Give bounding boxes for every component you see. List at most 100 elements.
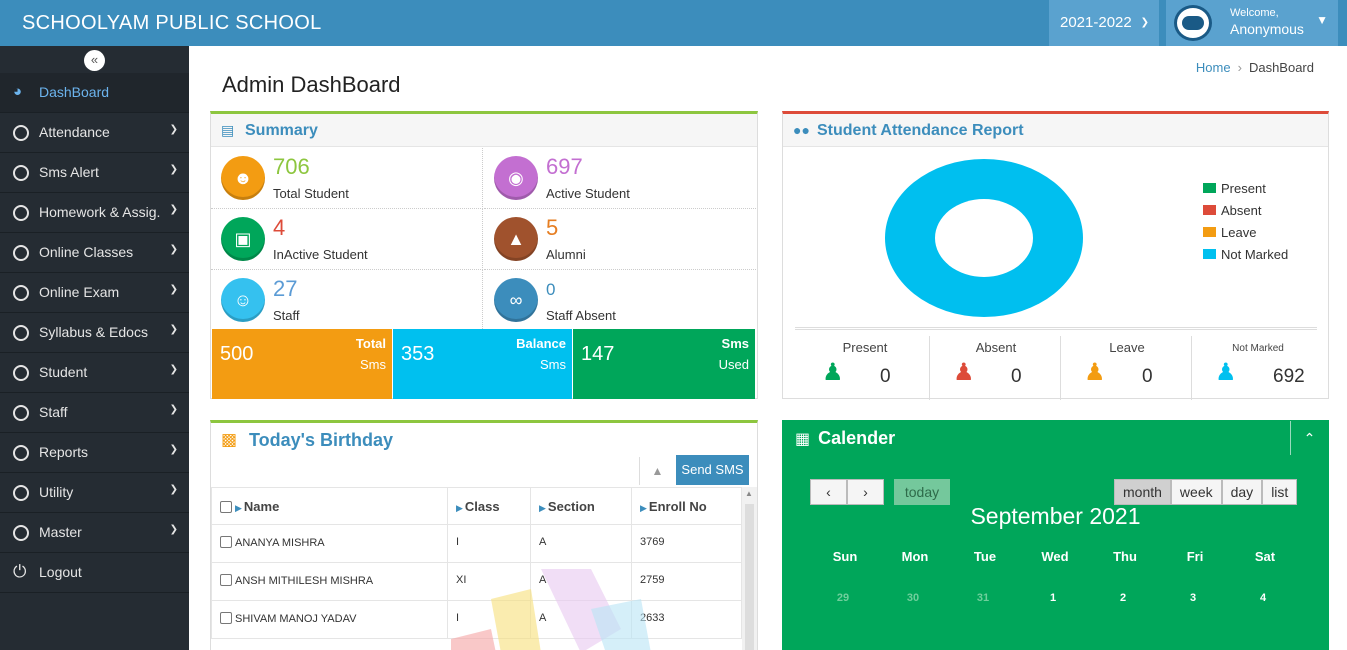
chevron-up-icon[interactable]: ⌃ <box>1290 421 1328 455</box>
view-month-button[interactable]: month <box>1114 479 1171 505</box>
column-header-name[interactable]: ▶ Name <box>211 487 448 525</box>
sidebar-item-staff[interactable]: Staff ❯ <box>0 393 189 433</box>
calendar-day[interactable]: 4 <box>1259 592 1267 604</box>
student-name: SHIVAM MANOJ YADAV <box>235 613 357 625</box>
page-title: Admin DashBoard <box>222 72 401 97</box>
column-header-class[interactable]: ▶ Class <box>447 487 531 525</box>
scroll-up-icon[interactable]: ▲ <box>745 489 753 498</box>
stat-staff[interactable]: ☺ 27 Staff <box>211 270 483 331</box>
send-sms-button[interactable]: Send SMS <box>676 455 749 485</box>
row-checkbox[interactable] <box>220 574 232 586</box>
prev-month-button[interactable]: ‹ <box>810 479 847 505</box>
count-label: Absent <box>975 340 1017 355</box>
pie-slice-not-marked[interactable] <box>885 159 1083 317</box>
sidebar-item-utility[interactable]: Utility ❯ <box>0 473 189 513</box>
sidebar-item-online-classes[interactable]: Online Classes ❯ <box>0 233 189 273</box>
sidebar-item-sms-alert[interactable]: Sms Alert ❯ <box>0 153 189 193</box>
collapse-up-icon[interactable]: ▲ <box>639 457 675 485</box>
sidebar-item-label: Attendance <box>39 124 110 140</box>
chevron-down-icon: ❯ <box>1140 17 1149 28</box>
sidebar-item-master[interactable]: Master ❯ <box>0 513 189 553</box>
calendar-day[interactable]: 2 <box>1119 592 1127 604</box>
chevron-down-icon: ❯ <box>169 364 178 375</box>
sms-balance-box: 353 Balance Sms <box>393 329 572 399</box>
next-month-button[interactable]: › <box>847 479 884 505</box>
column-header-section[interactable]: ▶ Section <box>530 487 632 525</box>
users-icon: ●● <box>793 122 810 138</box>
sidebar-item-attendance[interactable]: Attendance ❯ <box>0 113 189 153</box>
donut-hole <box>935 199 1033 277</box>
session-dropdown[interactable]: 2021-2022 ❯ <box>1049 0 1159 46</box>
stat-total-student[interactable]: ☻ 706 Total Student <box>211 148 483 209</box>
person-icon: ♟ <box>1215 359 1237 386</box>
stat-inactive-student[interactable]: ▣ 4 InActive Student <box>211 209 483 270</box>
weekday-header: Wed <box>1041 549 1069 564</box>
count-label: Present <box>842 340 888 355</box>
circle-icon <box>13 405 29 421</box>
scrollbar-thumb[interactable] <box>745 504 754 650</box>
column-label: Enroll No <box>648 498 707 514</box>
row-checkbox[interactable] <box>220 536 232 548</box>
breadcrumb-home-link[interactable]: Home <box>1195 60 1231 75</box>
calendar-day[interactable]: 31 <box>976 592 990 604</box>
stat-value: 697 <box>546 154 583 179</box>
sidebar-item-reports[interactable]: Reports ❯ <box>0 433 189 473</box>
table-row: ANANYA MISHRA I A 3769 <box>211 524 742 563</box>
calendar-day[interactable]: 30 <box>906 592 920 604</box>
weekday-header: Tue <box>973 549 997 564</box>
column-header-enroll[interactable]: ▶ Enroll No <box>631 487 742 525</box>
avatar <box>1174 5 1212 41</box>
cell-section: A <box>530 524 632 563</box>
legend-swatch <box>1203 249 1216 259</box>
graduation-cap-icon: ▲ <box>494 217 538 261</box>
view-list-button[interactable]: list <box>1262 479 1298 505</box>
sidebar-item-label: Student <box>39 364 88 380</box>
column-label: Name <box>243 498 280 514</box>
school-name[interactable]: SCHOOLYAM PUBLIC SCHOOL <box>22 12 322 34</box>
cell-class: XI <box>447 562 531 601</box>
stat-alumni[interactable]: ▲ 5 Alumni <box>484 209 756 270</box>
sidebar-item-dashboard[interactable]: ◕ DashBoard <box>0 73 189 113</box>
stat-value: 5 <box>546 215 559 240</box>
calendar-day[interactable]: 29 <box>836 592 850 604</box>
calendar-icon: ▦ <box>795 431 811 448</box>
user-menu[interactable]: Welcome, Anonymous ▼ <box>1166 0 1338 46</box>
today-button[interactable]: today <box>894 479 950 505</box>
sidebar-item-syllabus[interactable]: Syllabus & Edocs ❯ <box>0 313 189 353</box>
sidebar-item-student[interactable]: Student ❯ <box>0 353 189 393</box>
table-scrollbar[interactable]: ▲ <box>742 487 757 650</box>
welcome-text: Welcome, <box>1230 7 1279 19</box>
stat-active-student[interactable]: ◉ 697 Active Student <box>484 148 756 209</box>
view-week-button[interactable]: week <box>1170 479 1222 505</box>
legend-present[interactable]: Present <box>1203 177 1288 199</box>
sms-total-sublabel: Sms <box>360 357 386 372</box>
circle-icon <box>13 245 29 261</box>
weekday-header: Mon <box>901 549 929 564</box>
table-header-row: ▶ Name ▶ Class ▶ Section ▶ Enroll No <box>211 487 742 525</box>
breadcrumb: Home › DashBoard <box>1196 60 1314 75</box>
count-label: Leave <box>1109 340 1145 355</box>
sidebar-item-logout[interactable]: ⏻ Logout <box>0 553 189 593</box>
stat-staff-absent[interactable]: ∞ 0 Staff Absent <box>484 270 756 331</box>
legend-leave[interactable]: Leave <box>1203 221 1288 243</box>
sms-used-sublabel: Used <box>718 357 749 372</box>
sidebar-item-label: Online Classes <box>39 244 134 260</box>
sidebar-item-online-exam[interactable]: Online Exam ❯ <box>0 273 189 313</box>
select-all-checkbox[interactable] <box>220 500 232 513</box>
birthday-cake-icon: ▩ <box>221 430 238 449</box>
legend-absent[interactable]: Absent <box>1203 199 1288 221</box>
calendar-day[interactable]: 3 <box>1189 592 1197 604</box>
student-name: ANSH MITHILESH MISHRA <box>235 575 374 587</box>
breadcrumb-current: DashBoard <box>1248 60 1314 75</box>
legend-swatch <box>1203 183 1216 193</box>
stat-value: 4 <box>273 215 286 240</box>
row-checkbox[interactable] <box>220 612 232 624</box>
sidebar-item-homework[interactable]: Homework & Assig. ❯ <box>0 193 189 233</box>
legend-not-marked[interactable]: Not Marked <box>1203 243 1288 265</box>
calendar-day[interactable]: 1 <box>1049 592 1057 604</box>
legend-swatch <box>1203 227 1216 237</box>
collapse-sidebar-button[interactable]: « <box>84 50 105 71</box>
count-value: 692 <box>1273 366 1305 387</box>
view-day-button[interactable]: day <box>1221 479 1263 505</box>
count-value: 0 <box>880 366 891 387</box>
